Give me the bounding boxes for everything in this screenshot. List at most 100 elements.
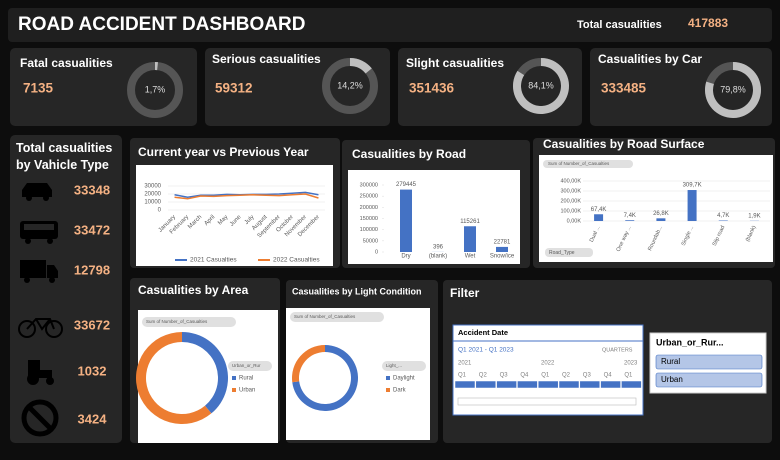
timeline-cell[interactable] [496, 380, 517, 389]
field-button [545, 248, 593, 257]
dashboard-title: ROAD ACCIDENT DASHBOARD [18, 14, 305, 35]
chart-area [539, 155, 773, 262]
legend-label: Urban [239, 388, 255, 394]
tractor-icon [28, 360, 40, 372]
y-tick-label: 200000 [360, 205, 378, 211]
timeline-cell[interactable] [621, 380, 642, 389]
timeline-cell[interactable] [600, 380, 621, 389]
timeline-quarter: Q3 [500, 373, 509, 379]
slicer-item-label[interactable]: Urban [661, 375, 683, 384]
bar [594, 214, 604, 221]
field-button [543, 160, 633, 168]
pie-slice [292, 345, 325, 383]
timeline-range: Q1 2021 - Q1 2023 [458, 347, 514, 354]
legend-label: 2022 Casualties [273, 257, 320, 264]
vehicle-value: 3424 [78, 411, 108, 426]
field-button-label: Sum of Number_of_Casualties [548, 161, 610, 166]
y-tick-label: 150000 [360, 216, 378, 222]
timeline-cell[interactable] [475, 380, 497, 389]
timeline-year: 2023 [624, 361, 638, 367]
y-tick-label: 300000 [360, 182, 378, 188]
total-label: Total casualities [577, 19, 662, 31]
timeline-cell[interactable] [517, 380, 538, 389]
kpi-value: 351436 [409, 81, 455, 96]
timeline-cell[interactable] [558, 380, 580, 389]
timeline-cell[interactable] [454, 380, 476, 389]
field-button-label: Sum of Number_of_Casualties [294, 314, 356, 319]
slicer-item[interactable] [655, 354, 763, 370]
timeline-quarter: Q4 [520, 373, 529, 379]
y-tick-label: 20000 [144, 192, 161, 198]
y-tick-label: 250000 [360, 194, 378, 200]
wheel [24, 277, 30, 283]
chart-title: Casualities by Road [352, 147, 466, 161]
bike-frame [26, 318, 55, 331]
x-tick-label: Dry [401, 254, 410, 260]
chart-area [138, 310, 278, 443]
vehicle-value: 33672 [74, 317, 110, 332]
timeline-year: 2022 [541, 361, 555, 367]
timeline-quarter: Q2 [562, 373, 571, 379]
kpi-share-label: 14,2% [337, 80, 363, 90]
vehicle-value: 33348 [74, 182, 110, 197]
timeline-level[interactable]: QUARTERS [602, 347, 633, 353]
wheel [49, 277, 55, 283]
chart-title: Casualities by Area [138, 283, 249, 297]
timeline-year: 2021 [458, 361, 472, 367]
legend-swatch [232, 376, 236, 380]
kpi-label: Serious casualities [212, 52, 321, 66]
kpi-share-label: 1,7% [145, 84, 166, 94]
data-label: 4,7K [717, 213, 729, 219]
wheel [18, 320, 36, 338]
y-tick-label: 50000 [363, 238, 378, 244]
x-tick-label: Wet [465, 254, 476, 260]
y-tick-label: 200,00K [561, 198, 582, 204]
legend-swatch [386, 388, 390, 392]
timeline-cell[interactable] [537, 380, 559, 389]
data-label: 1,9K [748, 213, 760, 219]
timeline-quarter: Q3 [583, 373, 592, 379]
slicer-item[interactable] [655, 372, 763, 388]
wheel [46, 377, 54, 385]
data-label: 26,8K [653, 211, 669, 217]
timeline-quarter: Q1 [458, 373, 467, 379]
header-panel [8, 8, 772, 42]
field-button [142, 317, 236, 327]
kpi-label: Casualities by Car [598, 52, 702, 66]
x-tick-label: July [244, 214, 256, 226]
timeline-cell[interactable] [579, 380, 601, 389]
legend-label: 2021 Casualties [190, 257, 237, 264]
data-label: 67,4K [591, 207, 607, 213]
kpi-share-label: 84,1% [528, 80, 554, 90]
data-label: 396 [433, 244, 444, 250]
kpi-value: 333485 [601, 81, 647, 96]
wheel [26, 195, 32, 201]
kpi-value: 59312 [215, 81, 253, 96]
timeline-quarter: Q2 [479, 373, 488, 379]
no-sign-bar [27, 405, 53, 431]
slicer-item-label[interactable]: Rural [661, 357, 680, 366]
vehicle-value: 12798 [74, 262, 110, 277]
kpi-share-label: 79,8% [720, 84, 746, 94]
data-label: 7,4K [624, 213, 636, 219]
y-tick-label: 100000 [360, 227, 378, 233]
wheel [25, 238, 31, 244]
y-tick-label: 300,00K [561, 188, 582, 194]
series-line [174, 193, 319, 200]
data-label: 279445 [396, 182, 417, 188]
y-tick-label: 0,00K [567, 218, 582, 224]
bar [656, 218, 666, 221]
legend-label: Rural [239, 376, 253, 382]
filter-title: Filter [450, 286, 480, 300]
car-icon [22, 183, 52, 197]
legend-title: Light_... [386, 363, 402, 368]
slicer-title: Urban_or_Rur... [656, 337, 724, 347]
data-label: 115261 [460, 219, 480, 225]
kpi-label: Slight casualities [406, 56, 504, 70]
y-tick-label: 10000 [144, 200, 161, 206]
timeline-scrollbar [457, 397, 637, 406]
bar [464, 226, 476, 252]
chart-area [348, 170, 520, 264]
